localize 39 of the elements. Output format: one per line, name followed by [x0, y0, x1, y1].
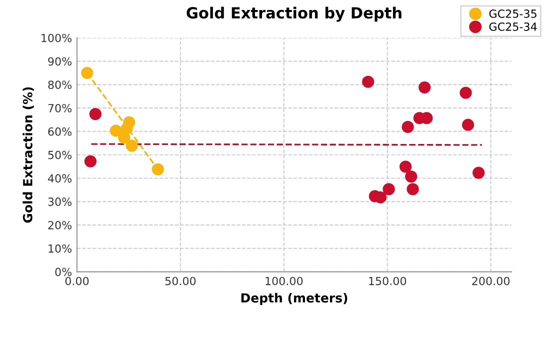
chart-title: Gold Extraction by Depth — [186, 6, 402, 22]
legend-label: GC25-35 — [489, 10, 536, 18]
point — [152, 163, 164, 176]
point — [84, 155, 97, 168]
point — [382, 183, 395, 196]
y-tick-label: 40% — [48, 174, 72, 183]
point — [418, 81, 431, 94]
y-tick-label: 90% — [48, 57, 72, 66]
point — [462, 118, 474, 131]
x-tick-label: 150.00 — [369, 276, 406, 286]
y-tick-label: 10% — [48, 244, 72, 253]
point — [399, 160, 412, 173]
x-tick-label: 200.00 — [472, 276, 510, 286]
y-tick-label: 0% — [55, 268, 72, 276]
y-tick-label: 100% — [42, 34, 72, 42]
point — [81, 66, 94, 79]
point — [405, 170, 418, 183]
x-tick-label: 100.00 — [266, 276, 303, 286]
y-tick-label: 30% — [48, 198, 72, 206]
x-tick-label: 50.00 — [165, 276, 196, 286]
y-tick-label: 20% — [48, 220, 72, 230]
point — [110, 124, 122, 137]
point — [402, 120, 414, 134]
point — [472, 166, 485, 179]
point — [120, 122, 133, 134]
legend-label: GC25-34 — [489, 22, 537, 31]
point — [362, 76, 374, 88]
y-axis-title: Gold Extraction (%) — [22, 87, 34, 223]
y-tick-label: 60% — [48, 127, 72, 136]
point — [126, 140, 138, 152]
y-tick-label: 50% — [48, 150, 72, 160]
x-axis-title: Depth (meters) — [241, 292, 348, 306]
x-tick-label: 0.00 — [65, 276, 89, 286]
point — [118, 132, 130, 144]
point — [89, 108, 102, 120]
point — [406, 183, 419, 196]
y-tick-label: 70% — [48, 104, 72, 112]
point — [460, 86, 472, 99]
y-tick-label: 80% — [48, 80, 72, 90]
